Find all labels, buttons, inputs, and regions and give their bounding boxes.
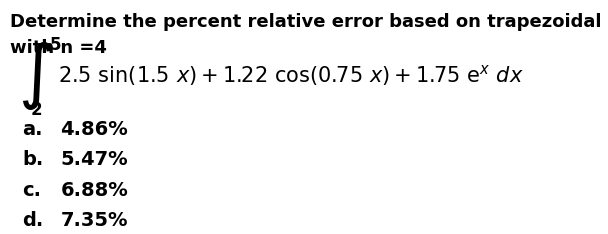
Text: d.: d. <box>22 211 44 230</box>
Text: a.: a. <box>22 120 43 139</box>
Text: 5.47%: 5.47% <box>61 150 128 169</box>
Text: 7.35%: 7.35% <box>61 211 128 230</box>
Text: $2.5\ \sin(1.5\ x) + 1.22\ \cos(0.75\ x) + 1.75\ \mathrm{e}^x\ dx$: $2.5\ \sin(1.5\ x) + 1.22\ \cos(0.75\ x)… <box>58 63 524 88</box>
Text: with n =4: with n =4 <box>10 39 107 57</box>
Text: $\int$: $\int$ <box>18 39 52 112</box>
Text: 6.88%: 6.88% <box>61 180 128 200</box>
Text: 5: 5 <box>50 36 61 54</box>
Text: b.: b. <box>22 150 44 169</box>
Text: 4.86%: 4.86% <box>61 120 128 139</box>
Text: Determine the percent relative error based on trapezoidal rule,: Determine the percent relative error bas… <box>10 13 608 31</box>
Text: 2: 2 <box>31 101 43 119</box>
Text: c.: c. <box>22 180 41 200</box>
